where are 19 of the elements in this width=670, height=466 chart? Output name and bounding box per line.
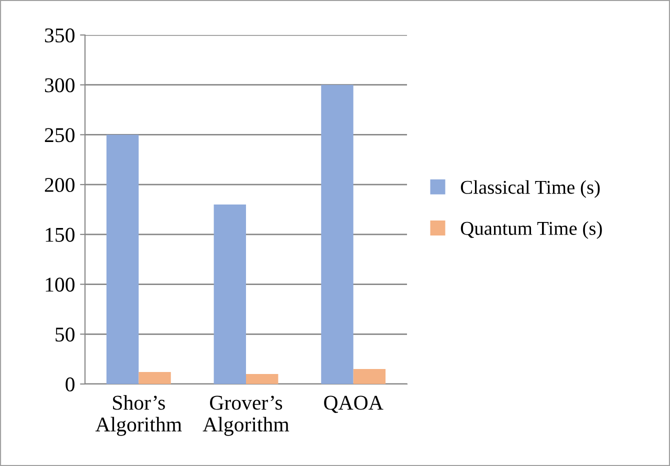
x-tick-label: Shor’s Algorithm xyxy=(95,395,182,436)
bar xyxy=(214,204,246,384)
y-tick-label: 50 xyxy=(56,328,74,342)
y-tick-label: 0 xyxy=(66,377,74,392)
y-tick-label: 350 xyxy=(45,28,74,42)
bar xyxy=(246,374,278,384)
bar xyxy=(138,372,171,384)
y-tick-label: 250 xyxy=(44,128,74,142)
y-tick-label: 100 xyxy=(46,278,74,292)
x-tick-label: QAOA xyxy=(324,396,384,413)
legend-label: Classical Time (s) xyxy=(460,180,600,198)
bar xyxy=(321,84,354,384)
y-tick-label: 200 xyxy=(44,178,74,192)
bar xyxy=(106,134,139,384)
legend-label: Quantum Time (s) xyxy=(460,221,602,239)
y-tick-label: 300 xyxy=(45,78,74,92)
y-tick-label: 150 xyxy=(46,228,74,242)
x-tick-label: Grover’s Algorithm xyxy=(202,396,290,436)
bar xyxy=(353,369,386,384)
